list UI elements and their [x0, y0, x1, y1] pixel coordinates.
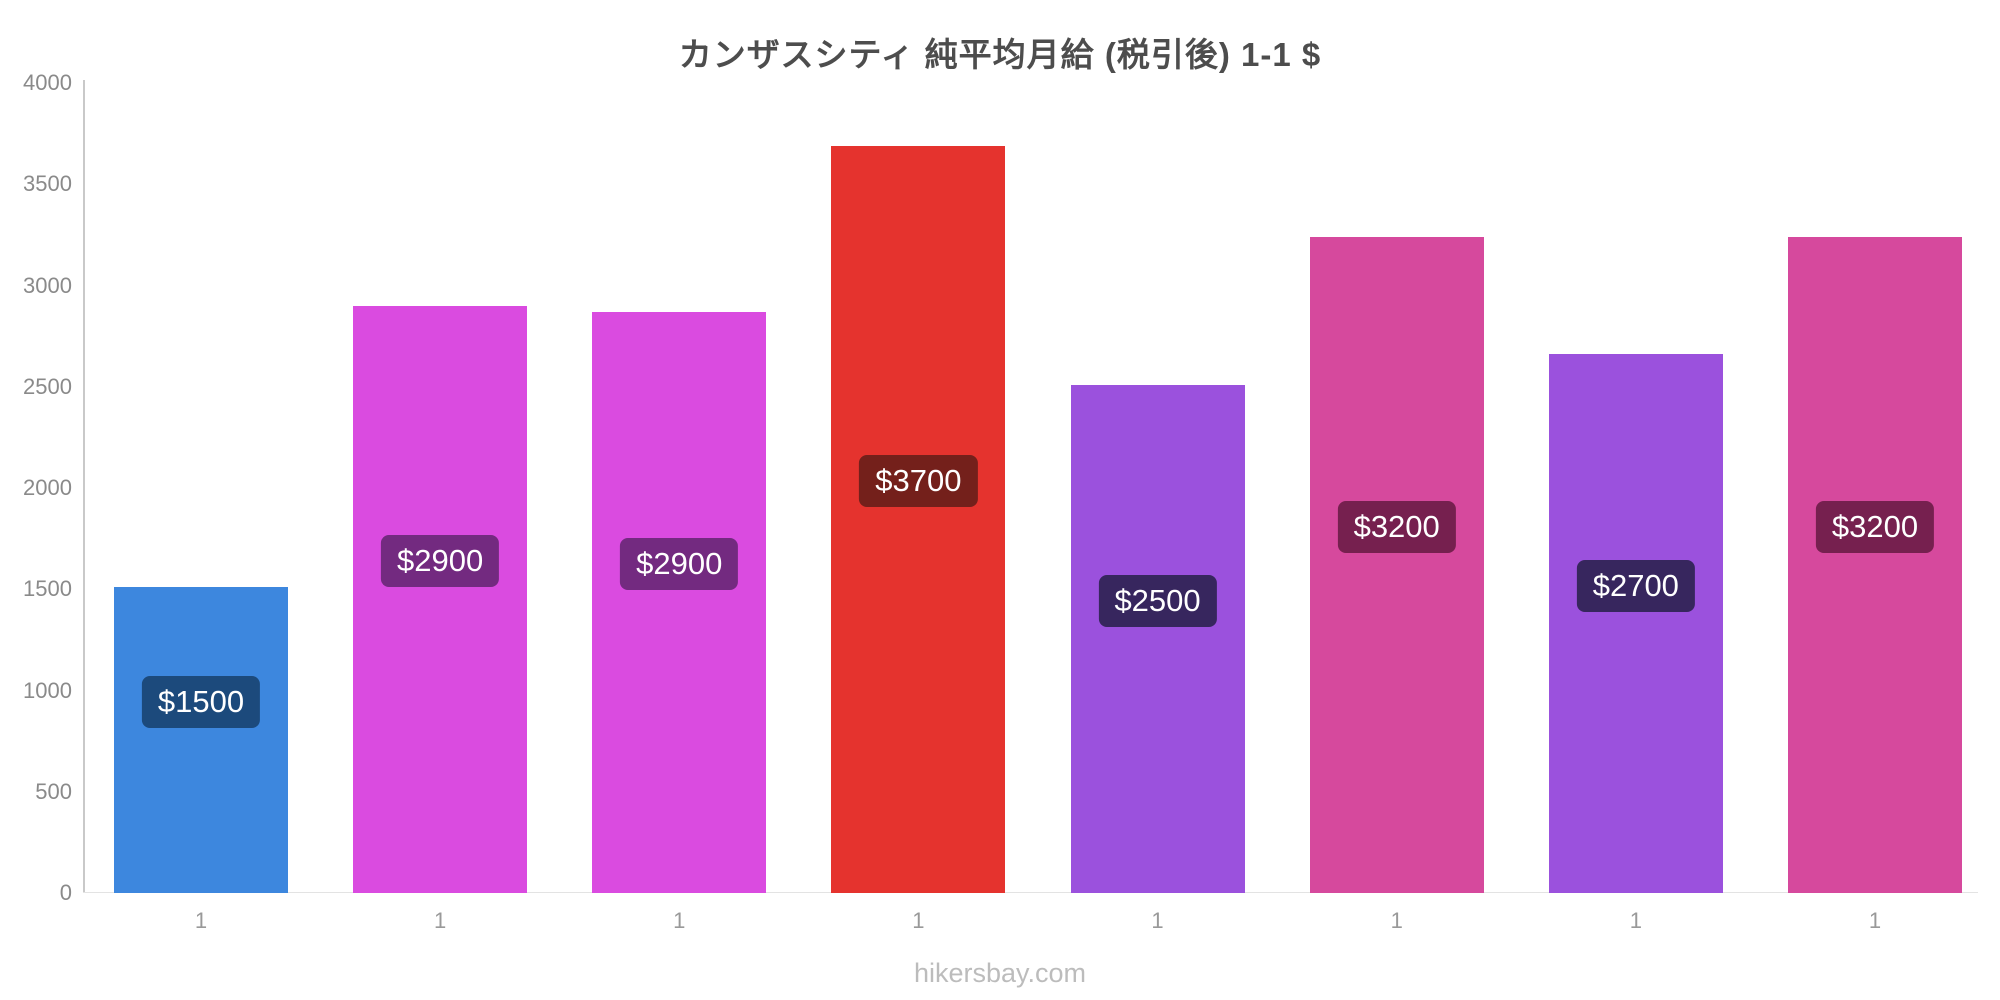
bar-value-label: $1500: [141, 676, 261, 729]
y-tick-label: 1000: [23, 677, 72, 703]
bar-value-label: $3700: [859, 455, 978, 508]
bar: [353, 305, 528, 893]
bar-value-label: $2500: [1098, 574, 1217, 627]
bar: [592, 311, 767, 893]
bar-value-label: $2700: [1576, 559, 1695, 612]
y-tick-label: 2000: [23, 475, 72, 500]
bar: [831, 145, 1006, 893]
x-tick-label: 1: [434, 908, 447, 933]
bar-value-label: $2900: [620, 538, 739, 591]
chart-title: カンザスシティ 純平均月給 (税引後) 1-1 $: [678, 36, 1322, 73]
bar-value-label: $3200: [1815, 500, 1935, 553]
y-tick-label: 4000: [23, 70, 72, 95]
bar: [1548, 354, 1723, 893]
bar: [1070, 384, 1245, 893]
x-tick-label: 1: [1390, 908, 1403, 933]
y-tick-label: 3000: [23, 272, 72, 298]
x-tick-label: 1: [1868, 908, 1882, 933]
bar-value-label: $3200: [1337, 500, 1456, 553]
bar: [1309, 236, 1484, 893]
y-tick-label: 2500: [23, 373, 72, 399]
x-tick-label: 1: [1151, 908, 1164, 933]
y-tick-label: 500: [35, 778, 72, 804]
y-tick-label: 1500: [23, 576, 72, 602]
bar: [114, 587, 288, 893]
bar-value-label: $2900: [381, 535, 500, 588]
x-tick-label: 1: [1629, 908, 1642, 933]
x-tick-label: 1: [673, 908, 686, 933]
footer-link[interactable]: hikersbay.com: [913, 958, 1087, 988]
y-tick-label: 0: [59, 880, 72, 905]
x-tick-label: 1: [912, 908, 925, 933]
x-tick-label: 1: [194, 908, 208, 933]
x-axis: [83, 892, 1978, 893]
bar: [1787, 236, 1962, 893]
y-axis: [83, 80, 85, 893]
y-tick-label: 3500: [23, 171, 72, 197]
